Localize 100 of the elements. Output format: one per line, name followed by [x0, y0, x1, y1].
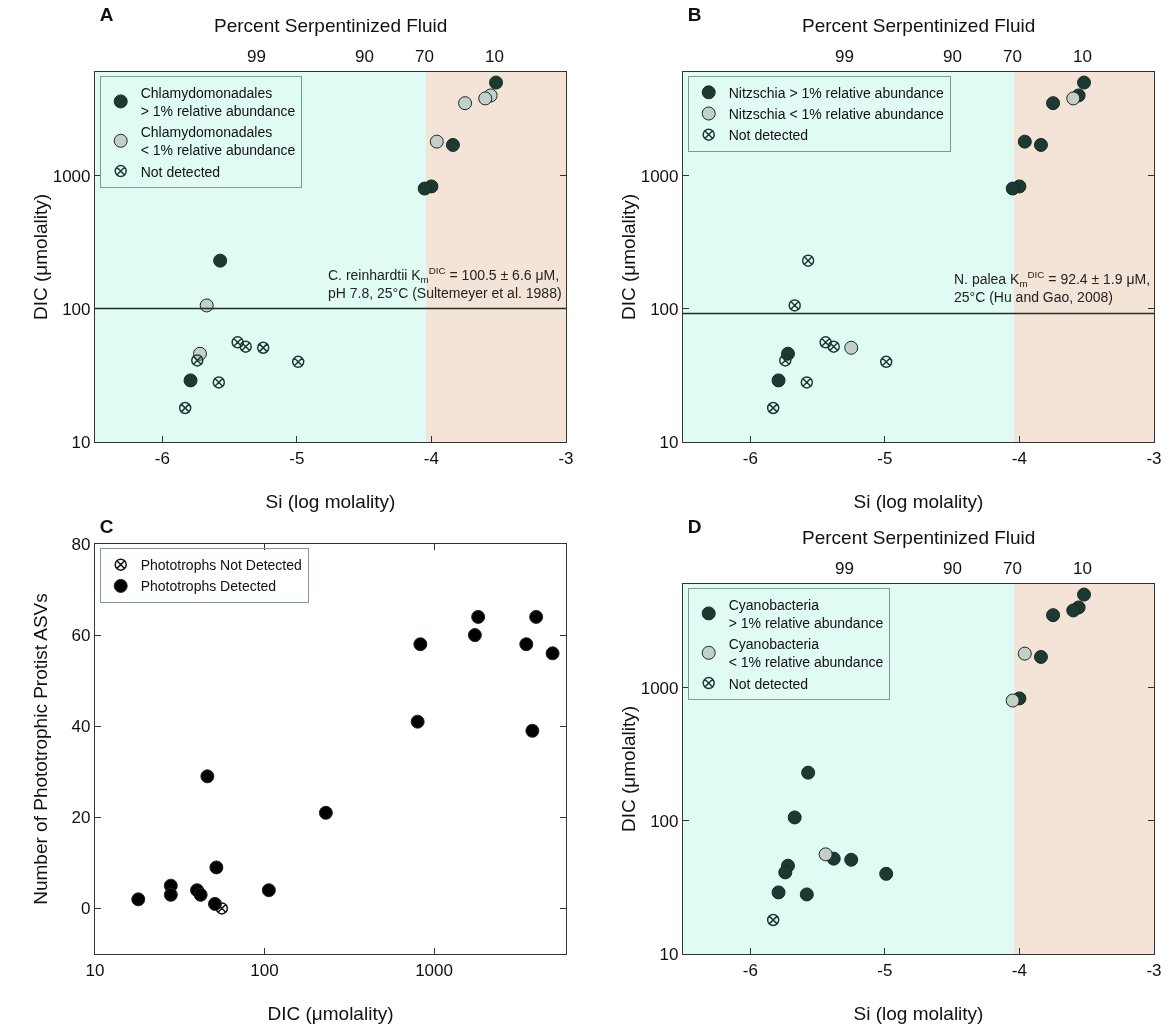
y-tick-label: 40	[71, 717, 91, 737]
point	[213, 253, 228, 268]
x-tick-label: -4	[1011, 448, 1027, 468]
x-tick-label: -4	[1011, 960, 1027, 980]
x-tick-label: -3	[558, 448, 574, 468]
y-axis-title: DIC (μmolality)	[617, 705, 639, 833]
legend-label: Cyanobacteria > 1% relative abundance	[728, 596, 884, 631]
point	[178, 401, 192, 415]
point	[239, 340, 252, 353]
point	[801, 765, 816, 780]
annotation: 90	[943, 559, 962, 578]
annotation: 99	[835, 47, 854, 66]
point	[1033, 649, 1048, 664]
y-tick-label: 10	[71, 432, 91, 452]
annotation: 10	[485, 47, 504, 66]
point	[1017, 646, 1032, 661]
annotation: 90	[355, 47, 374, 66]
legend-label: Chlamydomonadales > 1% relative abundance	[140, 84, 296, 119]
legend-label: Cyanobacteria < 1% relative abundance	[728, 636, 884, 671]
point	[799, 887, 814, 902]
y-tick-label: 80	[71, 534, 91, 554]
legend-label: Not detected	[728, 675, 809, 692]
point	[199, 298, 214, 313]
y-tick-label: 100	[650, 811, 679, 831]
y-tick-label: 1000	[640, 678, 679, 698]
legend-label: Phototrophs Not Detected	[140, 557, 302, 574]
x-tick-label: 1000	[415, 960, 453, 980]
point	[1077, 75, 1092, 90]
point	[212, 376, 226, 389]
x-tick-label: -4	[423, 448, 439, 468]
x-tick-label: -6	[742, 448, 758, 468]
y-tick-label: 0	[81, 899, 91, 919]
x2-axis-title: Percent Serpentinized Fluid	[802, 15, 1036, 36]
point	[788, 299, 801, 312]
annotation: 70	[1003, 559, 1022, 578]
point	[879, 866, 894, 881]
point	[1046, 96, 1061, 111]
legend-label: Chlamydomonadales < 1% relative abundance	[140, 124, 296, 159]
point	[844, 852, 859, 867]
annotation: 99	[247, 47, 266, 66]
legend-label: Phototrophs Detected	[140, 578, 277, 595]
chart-title: C	[99, 515, 114, 537]
y-axis-title: DIC (μmolality)	[29, 193, 51, 321]
annotation: 10	[1073, 47, 1092, 66]
point	[1033, 137, 1048, 152]
point	[766, 913, 780, 927]
annotation: 70	[415, 47, 434, 66]
legend-label: Not detected	[728, 127, 809, 144]
point	[1066, 603, 1081, 618]
y-tick-label: 10	[659, 432, 679, 452]
point	[819, 336, 832, 349]
point	[445, 137, 460, 152]
x-axis-title: Si (log molality)	[853, 491, 984, 512]
y-tick-label: 1000	[52, 166, 91, 186]
point	[771, 373, 786, 388]
point	[844, 340, 859, 355]
point	[291, 355, 305, 368]
point	[417, 181, 432, 196]
point	[771, 885, 786, 900]
y-tick-label: 60	[71, 626, 91, 646]
x-axis-title: Si (log molality)	[265, 491, 396, 512]
annotation: 10	[1073, 559, 1092, 578]
point	[478, 91, 493, 106]
y-tick-label: 100	[650, 299, 679, 319]
y-axis-title: Number of Phototrophic Protist ASVs	[29, 593, 51, 905]
x-tick-label: -5	[289, 448, 305, 468]
x-tick-label: 100	[250, 960, 279, 980]
y-tick-label: 100	[62, 299, 91, 319]
x-tick-label: -6	[742, 960, 758, 980]
point	[801, 254, 815, 267]
chart-title: A	[99, 3, 114, 25]
point	[1005, 693, 1020, 708]
point	[183, 373, 198, 388]
point	[231, 336, 244, 349]
legend-label: Nitzschia > 1% relative abundance	[728, 84, 945, 101]
ref-line-label: N. palea K$_{m}$$^{DIC}$ = 92.4 ± 1.9 μM, 25°C (Hu and Gao, 2008)	[954, 269, 1151, 306]
point	[879, 355, 893, 368]
x-tick-label: 10	[85, 960, 105, 980]
x-axis-title: DIC (μmolality)	[267, 1003, 394, 1024]
x-tick-label: -3	[1146, 960, 1162, 980]
x-tick-label: -5	[877, 448, 893, 468]
point	[787, 810, 802, 825]
x-tick-label: -3	[1146, 448, 1162, 468]
ref-line-label: C. reinhardtii K$_{m}$$^{DIC}$ = 100.5 ± 6.6 μM, pH 7.8, 25°C (Sultemeyer et al. 1988)	[328, 265, 562, 302]
point	[766, 401, 780, 415]
point	[1046, 608, 1061, 623]
x2-axis-title: Percent Serpentinized Fluid	[802, 527, 1036, 548]
legend-label: Not detected	[140, 163, 221, 180]
y-tick-label: 1000	[640, 166, 679, 186]
point	[800, 376, 814, 389]
y-axis-title: DIC (μmolality)	[617, 193, 639, 321]
annotation: 90	[943, 47, 962, 66]
point	[1077, 587, 1092, 602]
point	[1017, 134, 1032, 149]
chart-title: D	[687, 515, 702, 537]
y-tick-label: 20	[71, 808, 91, 828]
y-tick-label: 10	[659, 944, 679, 964]
x-tick-label: -6	[154, 448, 170, 468]
annotation: 99	[835, 559, 854, 578]
point	[827, 340, 840, 353]
